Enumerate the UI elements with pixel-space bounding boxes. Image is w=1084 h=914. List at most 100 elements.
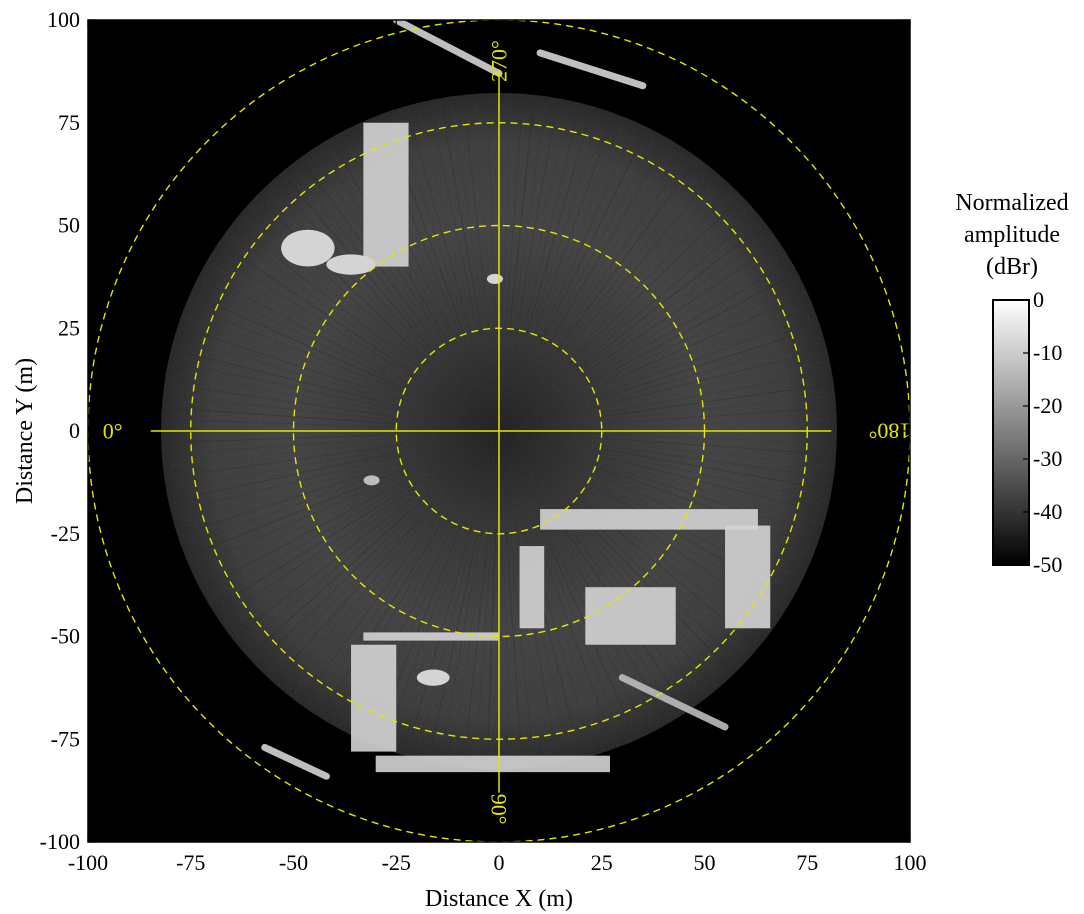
y-tick-label: -25 — [51, 521, 80, 546]
colorbar-tick-label: -10 — [1033, 340, 1062, 365]
x-tick-label: -75 — [176, 850, 205, 875]
colorbar-tick-label: 0 — [1033, 287, 1044, 312]
streak-line — [562, 185, 721, 361]
feature-block — [725, 525, 771, 629]
streak-line — [548, 150, 675, 351]
streak-line — [591, 361, 822, 412]
streak-line — [534, 124, 624, 344]
streak-line — [593, 433, 829, 444]
y-tick-label: -50 — [51, 624, 80, 649]
feature-blob — [416, 669, 450, 686]
streak-line — [231, 486, 423, 626]
feature-arc — [618, 674, 729, 731]
angle-labels: 0°90°180°270° — [103, 40, 910, 824]
colorbar-title-line-3: (dBr) — [986, 254, 1038, 280]
streak-line — [181, 339, 408, 406]
streak-line — [579, 255, 780, 382]
streak-line — [269, 498, 434, 669]
y-tick-label: 25 — [58, 315, 80, 340]
streak-line — [593, 440, 828, 467]
streak-line — [207, 275, 416, 387]
streak-line — [559, 177, 712, 359]
streak-line — [557, 170, 703, 357]
streak-line — [304, 507, 444, 699]
streak-line — [571, 218, 753, 371]
streak-line — [277, 501, 436, 677]
angle-label: 0° — [103, 419, 123, 444]
feature-dot — [486, 273, 503, 284]
streak-line — [295, 505, 441, 692]
y-tick-label: 100 — [47, 7, 80, 32]
streak-line — [593, 418, 829, 429]
x-axis-title: Distance X (m) — [425, 886, 573, 912]
colorbar-tick-label: -40 — [1033, 499, 1062, 524]
colorbar-tick-label: -50 — [1033, 552, 1062, 577]
streak-line — [218, 255, 419, 382]
streak-line — [521, 110, 580, 339]
streak-line — [212, 477, 418, 597]
streak-line — [323, 511, 450, 712]
streak-line — [475, 525, 493, 761]
feature-bar — [375, 755, 610, 773]
streak-line — [176, 450, 407, 501]
streak-line — [593, 437, 829, 455]
streak-line — [452, 524, 487, 758]
streak-line — [202, 285, 414, 390]
streak-line — [589, 328, 814, 403]
streak-line — [566, 201, 737, 366]
streak-line — [192, 306, 412, 396]
x-tick-label: 100 — [894, 850, 927, 875]
streak-line — [238, 227, 425, 373]
plot-area: 0°90°180°270° — [87, 19, 911, 843]
feature-arc — [536, 49, 647, 90]
x-tick-label: -25 — [382, 850, 411, 875]
colorbar-ticks: 0 -10 -20 -30 -40 -50 — [1023, 287, 1062, 577]
streak-line — [505, 101, 523, 337]
streak-line — [178, 350, 407, 409]
y-tick-label: -100 — [40, 829, 80, 854]
streak-line — [225, 483, 421, 617]
streak-line — [511, 524, 546, 758]
streak-line — [511, 104, 546, 338]
streak-line — [593, 395, 828, 422]
streak-line — [170, 395, 405, 422]
streak-line — [173, 446, 406, 489]
feature-blob — [281, 229, 335, 267]
crosshair — [150, 69, 832, 793]
streak-line — [184, 328, 409, 403]
angle-label: 270° — [487, 40, 512, 82]
streak-line — [588, 317, 810, 400]
y-tick-label: 75 — [58, 110, 80, 135]
streak-line — [169, 418, 405, 429]
streak-line — [184, 459, 409, 534]
streak-line — [508, 525, 535, 760]
streak-line — [501, 525, 512, 761]
streak-line — [592, 446, 825, 489]
streak-line — [169, 437, 405, 455]
colorbar-tick-label: -30 — [1033, 446, 1062, 471]
streak-line — [181, 456, 408, 523]
streak-line — [514, 105, 557, 338]
streak-line — [530, 120, 613, 342]
feature-dot — [363, 475, 380, 486]
streak-line — [245, 218, 427, 371]
x-tick-label: 25 — [591, 850, 613, 875]
streak-line — [218, 480, 419, 607]
streak-line — [540, 134, 645, 346]
streak-line — [590, 456, 817, 523]
x-tick-label: -100 — [68, 850, 108, 875]
streak-line — [245, 491, 427, 644]
feature-blob — [326, 254, 376, 275]
streak-line — [591, 450, 822, 501]
y-tick-label: 50 — [58, 213, 80, 238]
streak-line — [592, 443, 826, 478]
streak-line — [505, 525, 523, 761]
streak-line — [586, 306, 806, 396]
streak-line — [591, 350, 820, 409]
feature-arc — [261, 743, 330, 780]
streak-line — [385, 520, 468, 742]
feature-block — [519, 546, 545, 629]
streak-line — [396, 116, 471, 341]
streak-line — [407, 113, 474, 340]
